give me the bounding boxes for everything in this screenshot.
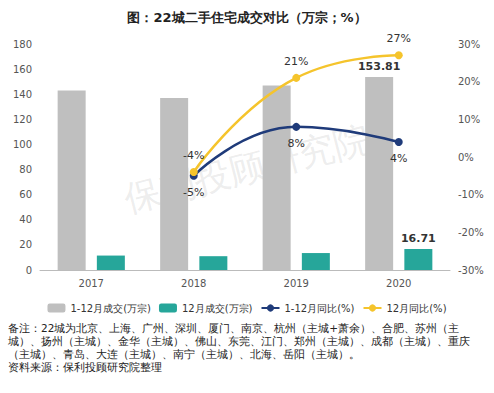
svg-text:图：22城二手住宅成交对比（万宗；%）: 图：22城二手住宅成交对比（万宗；%）	[127, 10, 366, 25]
svg-text:1-12月成交(万宗): 1-12月成交(万宗)	[70, 303, 151, 314]
svg-text:20%: 20%	[458, 76, 480, 87]
svg-text:100: 100	[13, 139, 32, 150]
svg-text:-10%: -10%	[458, 189, 484, 200]
svg-text:80: 80	[19, 164, 32, 175]
html-text:资料来源：保利投顾研究院整理: 资料来源：保利投顾研究院整理	[8, 361, 162, 373]
svg-text:30%: 30%	[458, 39, 480, 50]
svg-text:-20%: -20%	[458, 227, 484, 238]
svg-text:140: 140	[13, 89, 32, 100]
svg-text:16.71: 16.71	[401, 232, 436, 245]
svg-text:8%: 8%	[288, 137, 305, 150]
svg-text:153.81: 153.81	[358, 60, 400, 73]
svg-text:40: 40	[19, 214, 32, 225]
svg-text:120: 120	[13, 114, 32, 125]
svg-text:1-12月同比(%): 1-12月同比(%)	[284, 303, 354, 314]
svg-text:60: 60	[19, 189, 32, 200]
svg-text:12月同比(%): 12月同比(%)	[386, 303, 446, 314]
svg-text:0%: 0%	[458, 152, 474, 163]
svg-text:10%: 10%	[458, 114, 480, 125]
svg-text:2019: 2019	[284, 278, 309, 289]
svg-text:-5%: -5%	[183, 186, 204, 199]
svg-text:12月成交(万宗): 12月成交(万宗)	[182, 303, 253, 314]
svg-text:2020: 2020	[386, 278, 411, 289]
svg-text:20: 20	[19, 239, 32, 250]
svg-text:27%: 27%	[387, 32, 411, 45]
svg-text:-30%: -30%	[458, 265, 484, 276]
svg-text:160: 160	[13, 64, 32, 75]
html-text:备注：22城为北京、上海、广州、深圳、厦门、南京、杭州（主城: 备注：22城为北京、上海、广州、深圳、厦门、南京、杭州（主城+萧余）、合肥、苏州…	[8, 322, 470, 360]
svg-text:2018: 2018	[181, 278, 206, 289]
svg-text:-4%: -4%	[183, 149, 204, 162]
svg-text:4%: 4%	[390, 152, 407, 165]
svg-text:保利投顾研究院: 保利投顾研究院	[120, 118, 374, 220]
svg-text:180: 180	[13, 39, 32, 50]
svg-text:21%: 21%	[284, 55, 308, 68]
svg-text:0: 0	[26, 265, 32, 276]
svg-text:2017: 2017	[79, 278, 104, 289]
